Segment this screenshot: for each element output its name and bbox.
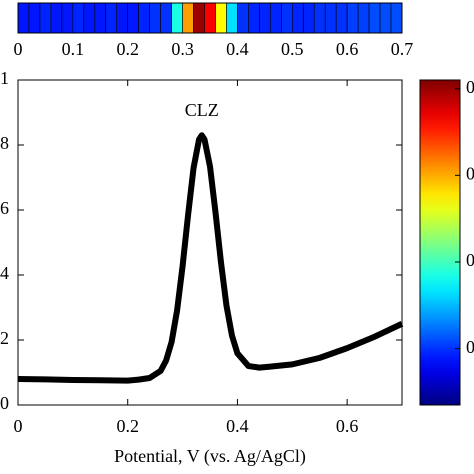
strip-cell <box>215 2 227 34</box>
strip-cell <box>302 2 315 34</box>
strip-cell <box>324 2 337 34</box>
colorbar <box>419 79 461 406</box>
y-tick-label: 0.4 <box>0 263 9 283</box>
strip-tick-label: 0 <box>14 39 23 59</box>
x-tick-label: 0.6 <box>336 416 359 436</box>
x-axis-label: Potential, V (vs. Ag/AgCl) <box>114 446 306 467</box>
strip-cell <box>182 2 194 34</box>
strip-cell <box>291 2 304 34</box>
strip-cell <box>94 2 107 34</box>
colorbar-tick-label: 0.8 <box>466 77 474 97</box>
strip-cell <box>149 2 161 34</box>
strip-cell <box>313 2 326 34</box>
strip-cell <box>259 2 271 34</box>
strip-cell <box>61 2 74 34</box>
strip-tick-label: 0.2 <box>116 39 139 59</box>
strip-cell <box>346 2 359 34</box>
strip-cell <box>204 2 216 34</box>
strip-cell <box>50 2 63 34</box>
strip-cell <box>390 2 403 34</box>
strip-cell <box>368 2 381 34</box>
strip-frame <box>17 2 403 34</box>
strip-cell <box>116 2 129 34</box>
colorbar-tick-label: 0.6 <box>466 163 474 183</box>
plot-frame <box>17 79 403 406</box>
strip-tick-label: 0.7 <box>391 39 414 59</box>
y-tick-label: 0 <box>0 393 9 413</box>
x-tick-label: 0 <box>14 416 23 436</box>
line-series <box>17 132 404 384</box>
strip-cell <box>105 2 118 34</box>
strip-cell <box>357 2 370 34</box>
strip-tick-label: 0.3 <box>171 39 194 59</box>
strip-cell <box>83 2 96 34</box>
strip-cell <box>226 2 238 34</box>
strip-tick-label: 0.6 <box>336 39 359 59</box>
strip-cell <box>248 2 260 34</box>
x-tick-label: 0.4 <box>226 416 249 436</box>
strip-tick-label: 0.1 <box>62 39 85 59</box>
strip-cell <box>28 2 41 34</box>
strip-cell <box>39 2 52 34</box>
y-tick-label: 0.2 <box>0 328 9 348</box>
strip-cell <box>171 2 183 34</box>
annotation: CLZ <box>185 100 219 120</box>
strip-cell <box>72 2 85 34</box>
strip-cell <box>127 2 139 34</box>
strip-tick-label: 0.5 <box>281 39 304 59</box>
y-tick-label: 0.6 <box>0 198 9 218</box>
strip-cell <box>270 2 282 34</box>
strip-cell <box>193 2 205 34</box>
x-tick-label: 0.2 <box>116 416 139 436</box>
y-tick-label: 0.8 <box>0 133 9 153</box>
strip-cell <box>335 2 348 34</box>
strip-cell <box>237 2 249 34</box>
strip-cell <box>379 2 392 34</box>
strip-tick-label: 0.4 <box>226 39 249 59</box>
y-tick-label: 1 <box>0 68 9 88</box>
strip-cell <box>138 2 150 34</box>
strip-cell <box>160 2 172 34</box>
colorbar-tick-label: 0.2 <box>466 337 474 357</box>
strip-cell <box>17 2 30 34</box>
strip-cell <box>281 2 293 34</box>
colorbar-tick-label: 0.4 <box>466 250 474 270</box>
